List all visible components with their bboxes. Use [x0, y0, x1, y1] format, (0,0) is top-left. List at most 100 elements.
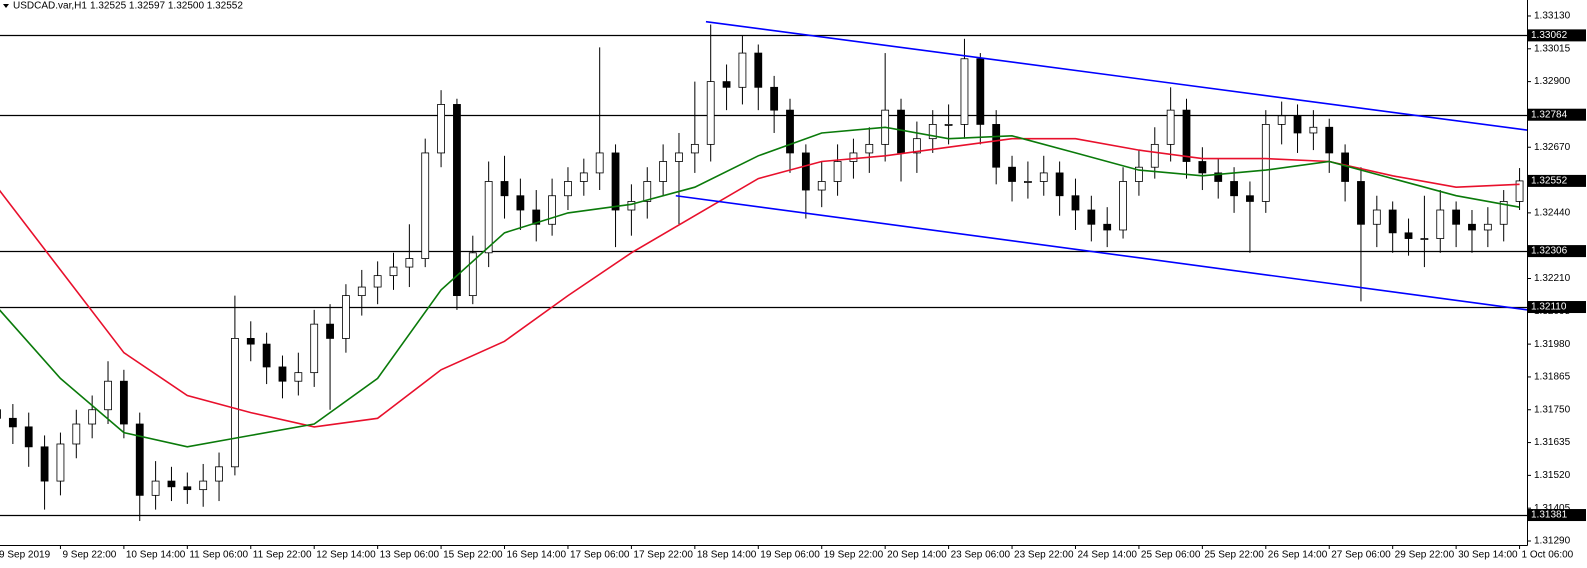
candle-body: [8, 417, 17, 428]
candle-body: [326, 323, 334, 339]
candle-body: [310, 323, 319, 374]
x-tick-label: 23 Sep 22:00: [1014, 550, 1074, 561]
x-tick-label: 15 Sep 22:00: [443, 550, 503, 561]
candle-body: [817, 181, 826, 191]
x-tick-label: 11 Sep 06:00: [189, 550, 248, 561]
candle-body: [1309, 126, 1318, 134]
x-tick-label: 20 Sep 14:00: [887, 550, 947, 561]
candle-body: [373, 275, 382, 288]
candle-body: [72, 423, 81, 445]
y-tick-label: 1.31980: [1534, 339, 1571, 350]
candle-body: [357, 286, 366, 297]
candle-body: [1420, 238, 1429, 240]
candle-body: [151, 480, 160, 496]
candle-body: [960, 58, 969, 125]
candle-body: [516, 195, 525, 211]
candle-body: [262, 343, 271, 368]
x-tick-label: 27 Sep 06:00: [1331, 550, 1391, 561]
level-label: 1.31381: [1531, 510, 1568, 521]
quote: 1.32525 1.32597 1.32500 1.32552: [90, 1, 243, 12]
candle-body: [468, 252, 477, 297]
candle-body: [944, 124, 953, 126]
candle-body: [706, 81, 715, 145]
candle-body: [1214, 172, 1223, 182]
candle-body: [1357, 181, 1365, 225]
candle-body: [770, 86, 779, 111]
candle-body: [1103, 223, 1112, 231]
candle-body: [1515, 180, 1524, 202]
y-tick-label: 1.32900: [1534, 76, 1571, 87]
candle-body: [976, 58, 985, 125]
candle-body: [627, 201, 636, 211]
candle-body: [1039, 172, 1048, 182]
candle-body: [24, 426, 33, 448]
x-tick-label: 16 Sep 14:00: [507, 550, 567, 561]
x-tick-label: 1 Oct 06:00: [1522, 550, 1574, 561]
trend-line: [675, 194, 1527, 311]
candle-body: [595, 152, 604, 174]
last-price-box: [1528, 174, 1586, 187]
candle-body: [167, 480, 176, 488]
level-box: [1528, 509, 1586, 522]
candle-body: [1166, 109, 1175, 145]
candle-body: [1135, 166, 1143, 182]
candle-body: [1325, 126, 1334, 154]
candle-body: [183, 486, 192, 491]
candle-body: [579, 172, 588, 182]
candle-body: [1008, 166, 1016, 182]
x-tick-label: 9 Sep 22:00: [62, 550, 116, 561]
x-tick-label: 26 Sep 14:00: [1268, 550, 1328, 561]
candle-body: [659, 161, 668, 182]
candle-body: [56, 443, 65, 482]
candle-body: [532, 209, 541, 225]
y-tick-label: 1.31290: [1534, 536, 1571, 547]
x-tick-label: 13 Sep 06:00: [380, 550, 440, 561]
candle-body: [500, 181, 509, 197]
candle-body: [215, 466, 223, 482]
candle-body: [690, 143, 699, 154]
candle-body: [801, 152, 810, 191]
candle-body: [1404, 232, 1413, 239]
menu-arrow[interactable]: [3, 4, 9, 8]
candle-body: [754, 52, 763, 88]
candle-body: [992, 124, 1001, 168]
candle-body: [0, 409, 1, 419]
candle-body: [643, 181, 652, 202]
x-tick-label: 12 Sep 14:00: [316, 550, 376, 561]
y-tick-label: 1.32440: [1534, 208, 1571, 219]
candle-body: [1198, 161, 1207, 174]
candle-body: [135, 423, 144, 496]
candle-body: [1024, 181, 1032, 183]
candle-body: [405, 258, 414, 268]
x-tick-label: 23 Sep 06:00: [951, 550, 1011, 561]
candle-body: [865, 143, 874, 154]
y-tick-label: 1.32210: [1534, 273, 1571, 284]
x-tick-label: 17 Sep 22:00: [633, 550, 693, 561]
plot-area: [0, 20, 1527, 522]
candle-body: [548, 195, 556, 225]
candle-body: [897, 109, 905, 154]
x-tick-label: 25 Sep 22:00: [1204, 550, 1264, 561]
candle-body: [611, 152, 620, 211]
level-label: 1.32110: [1531, 302, 1567, 313]
candle-body: [675, 152, 683, 162]
candle-body: [912, 138, 921, 154]
candle-body: [421, 152, 430, 259]
candle-body: [1499, 201, 1508, 225]
candle-body: [1071, 195, 1080, 211]
y-tick-label: 1.33130: [1534, 11, 1571, 22]
candle-body: [294, 372, 303, 382]
x-tick-label: 10 Sep 14:00: [126, 550, 186, 561]
candle-body: [88, 409, 97, 425]
level-box: [1528, 29, 1586, 42]
candle-body: [833, 161, 842, 182]
x-tick-label: 24 Sep 14:00: [1077, 550, 1137, 561]
x-tick-label: 29 Sep 22:00: [1395, 550, 1455, 561]
level-box: [1528, 108, 1586, 121]
candle-body: [849, 152, 858, 162]
candle-body: [342, 295, 350, 339]
candle-body: [1246, 195, 1254, 202]
candle-body: [1452, 209, 1461, 225]
